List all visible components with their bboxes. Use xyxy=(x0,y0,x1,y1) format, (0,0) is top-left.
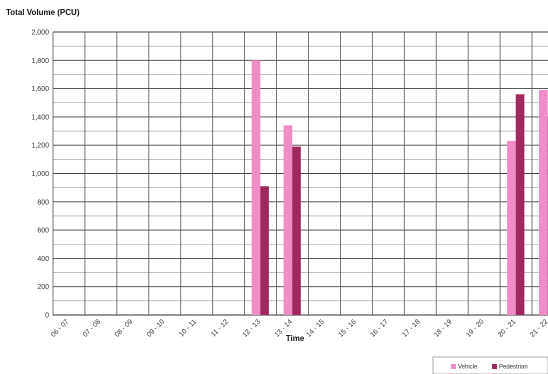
bar-pedestrian xyxy=(515,94,525,315)
x-axis-title: Time xyxy=(286,334,305,343)
x-tick-label: 10 - 11 xyxy=(178,318,198,338)
legend-label-vehicle: Vehicle xyxy=(458,365,478,371)
x-tick-label: 08 - 09 xyxy=(114,318,134,338)
y-tick-label: 1,800 xyxy=(31,58,49,65)
x-tick-label: 12 - 13 xyxy=(242,318,262,338)
legend-swatch-vehicle xyxy=(451,364,456,369)
x-tick-label: 06 - 07 xyxy=(50,318,70,338)
bar-vehicle xyxy=(283,125,293,315)
legend: Vehicle Pedestrian xyxy=(432,356,548,374)
x-tick-label: 09 - 10 xyxy=(146,318,166,338)
x-tick-label: 20 - 21 xyxy=(497,318,517,338)
y-tick-label: 2,000 xyxy=(31,30,49,37)
x-tick-label: 14 - 15 xyxy=(306,318,326,338)
legend-swatch-pedestrian xyxy=(492,364,497,369)
y-tick-label: 600 xyxy=(37,228,49,235)
y-tick-label: 1,200 xyxy=(31,143,49,150)
x-tick-label: 17 - 18 xyxy=(401,318,421,338)
bar-vehicle xyxy=(251,60,261,315)
y-tick-label: 800 xyxy=(37,199,49,206)
y-tick-label: 1,400 xyxy=(31,114,49,121)
x-tick-label: 15 - 16 xyxy=(337,318,357,338)
y-tick-label: 1,000 xyxy=(31,171,49,178)
x-tick-label: 19 - 20 xyxy=(465,318,485,338)
x-tick-label: 21 - 22 xyxy=(529,318,548,338)
bar-vehicle xyxy=(539,90,548,315)
x-tick-label: 18 - 19 xyxy=(433,318,453,338)
grid-lines xyxy=(52,31,548,316)
bar-pedestrian xyxy=(292,146,301,315)
legend-label-pedestrian: Pedestrian xyxy=(499,365,528,371)
y-tick-label: 1,600 xyxy=(31,86,49,93)
x-tick-label: 07 - 08 xyxy=(82,318,102,338)
y-tick-label: 0 xyxy=(45,313,49,320)
bar-vehicle xyxy=(507,140,516,315)
x-tick-label: 11 - 12 xyxy=(210,318,230,338)
y-tick-label: 400 xyxy=(37,256,49,263)
legend-box xyxy=(432,356,548,374)
y-axis-title: Total Volume (PCU) xyxy=(6,8,80,17)
x-tick-label: 16 - 17 xyxy=(369,318,389,338)
bar-pedestrian xyxy=(260,186,269,315)
y-tick-label: 200 xyxy=(37,284,49,291)
